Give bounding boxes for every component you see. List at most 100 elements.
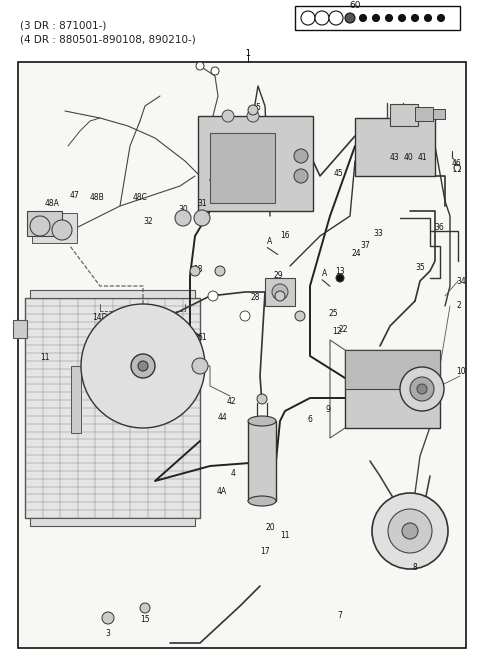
Text: 10: 10	[456, 366, 466, 376]
Text: 8: 8	[413, 563, 418, 573]
Circle shape	[208, 291, 218, 301]
Text: 24: 24	[351, 248, 361, 258]
Bar	[13, 320, 27, 338]
Circle shape	[301, 11, 315, 25]
Bar	[355, 118, 435, 176]
Circle shape	[240, 311, 250, 321]
Bar	[295, 6, 460, 30]
Text: 11: 11	[40, 354, 50, 362]
Bar	[210, 133, 275, 203]
Circle shape	[175, 210, 191, 226]
Text: 41: 41	[417, 153, 427, 163]
Bar	[30, 518, 195, 526]
Text: (3 DR : 871001-): (3 DR : 871001-)	[20, 21, 107, 31]
Circle shape	[329, 11, 343, 25]
Text: 48B: 48B	[90, 194, 104, 202]
Text: 35: 35	[415, 264, 425, 272]
Circle shape	[400, 367, 444, 411]
Text: 3: 3	[106, 629, 110, 639]
Circle shape	[372, 15, 380, 21]
Text: 46: 46	[452, 159, 462, 168]
Text: 20: 20	[265, 523, 275, 533]
Text: 14E: 14E	[168, 330, 182, 338]
Text: 40: 40	[403, 153, 413, 163]
Circle shape	[402, 523, 418, 539]
Text: 14D: 14D	[92, 314, 108, 322]
Circle shape	[372, 493, 448, 569]
Text: 4: 4	[230, 468, 235, 478]
Circle shape	[248, 105, 258, 115]
Text: 22: 22	[338, 324, 348, 334]
Text: 16: 16	[280, 232, 290, 240]
Text: A: A	[267, 236, 273, 246]
Bar	[32, 213, 77, 243]
Circle shape	[388, 509, 432, 553]
Circle shape	[30, 216, 50, 236]
Ellipse shape	[248, 416, 276, 426]
Circle shape	[275, 291, 285, 301]
Bar	[390, 104, 418, 126]
Circle shape	[411, 15, 419, 21]
Circle shape	[192, 358, 208, 374]
Text: 7: 7	[337, 611, 342, 621]
Circle shape	[215, 266, 225, 276]
Bar	[198, 116, 313, 211]
Text: 9: 9	[325, 406, 330, 414]
Text: 48A: 48A	[45, 200, 60, 208]
Text: 30: 30	[178, 206, 188, 214]
Text: 61: 61	[197, 334, 207, 342]
Text: 2: 2	[456, 302, 461, 310]
Text: 13: 13	[335, 266, 345, 276]
Circle shape	[385, 15, 393, 21]
Circle shape	[102, 612, 114, 624]
Circle shape	[222, 110, 234, 122]
Circle shape	[398, 15, 406, 21]
Circle shape	[424, 15, 432, 21]
Circle shape	[190, 266, 200, 276]
Text: 44: 44	[218, 414, 228, 422]
Circle shape	[315, 11, 329, 25]
Text: 18: 18	[193, 266, 203, 274]
Ellipse shape	[248, 496, 276, 506]
Text: (4 DR : 880501-890108, 890210-): (4 DR : 880501-890108, 890210-)	[20, 35, 196, 45]
Text: 5: 5	[255, 103, 261, 113]
Text: 48C: 48C	[132, 194, 147, 202]
Circle shape	[437, 15, 444, 21]
Text: A: A	[323, 268, 328, 278]
Bar	[25, 298, 200, 518]
Text: 4A: 4A	[217, 486, 227, 496]
Bar	[30, 290, 195, 298]
Text: 29: 29	[273, 272, 283, 280]
Text: 32: 32	[143, 218, 153, 226]
Circle shape	[211, 67, 219, 75]
Text: 28: 28	[250, 294, 260, 302]
Bar	[27, 211, 62, 236]
Circle shape	[52, 220, 72, 240]
Circle shape	[417, 384, 427, 394]
Text: 47: 47	[70, 192, 80, 200]
Circle shape	[81, 304, 205, 428]
Circle shape	[336, 274, 344, 282]
Text: 31: 31	[197, 200, 207, 208]
Text: 45: 45	[333, 170, 343, 178]
Circle shape	[410, 377, 434, 401]
Bar	[415, 107, 433, 121]
Circle shape	[257, 394, 267, 404]
Text: Ω: Ω	[453, 164, 461, 174]
Circle shape	[140, 603, 150, 613]
Bar	[345, 350, 440, 428]
Text: 14A: 14A	[138, 330, 153, 338]
Circle shape	[295, 311, 305, 321]
Circle shape	[294, 149, 308, 163]
Text: 34: 34	[456, 276, 466, 286]
Circle shape	[194, 210, 210, 226]
Circle shape	[345, 13, 355, 23]
Text: 12: 12	[332, 326, 342, 336]
Text: 43: 43	[390, 153, 400, 163]
Text: 14C: 14C	[155, 330, 169, 338]
Circle shape	[360, 15, 367, 21]
Bar	[265, 278, 295, 306]
Bar	[433, 109, 445, 119]
Bar	[71, 366, 81, 433]
Text: 48: 48	[208, 174, 218, 184]
